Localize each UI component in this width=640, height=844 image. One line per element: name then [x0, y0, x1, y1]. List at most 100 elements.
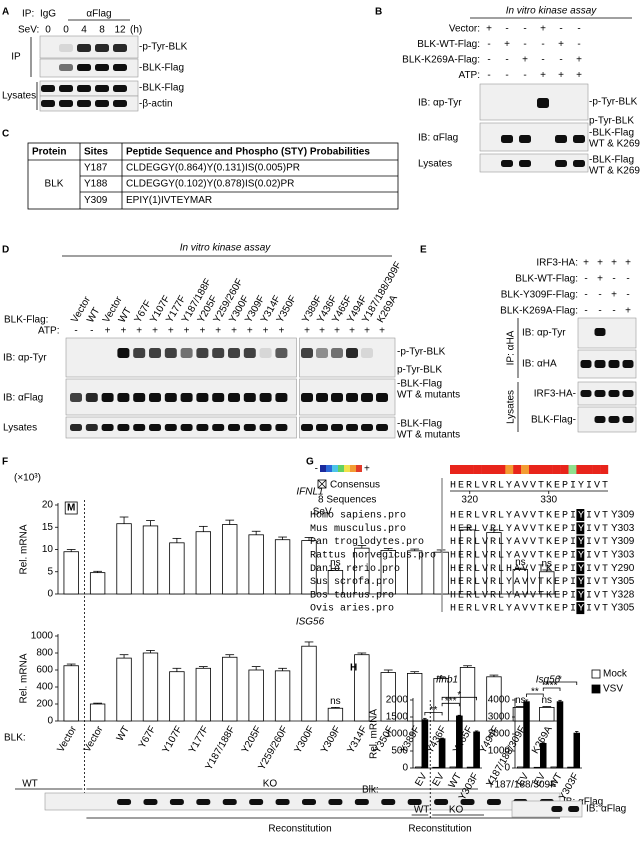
y-tick-label: 0 [402, 763, 408, 774]
x-tick-label: Vector [82, 724, 106, 755]
group-label: Lysates [506, 390, 517, 424]
blot-band [196, 348, 209, 358]
table-cell: Y188 [84, 179, 108, 190]
blot-band [212, 424, 225, 431]
blot-band [149, 348, 161, 358]
group-label: WT [414, 805, 430, 816]
sign: + [583, 258, 589, 269]
blot-band [594, 390, 606, 397]
y-tick-label: 15 [42, 522, 54, 533]
lane-group: αFlag [86, 9, 111, 20]
conservation-cell [489, 465, 498, 474]
sign: - [523, 24, 526, 35]
site-label: Y305 [611, 603, 635, 614]
blot-band [486, 799, 501, 805]
blot-band [133, 424, 146, 431]
y-tick-label: 1000 [488, 746, 511, 757]
blot-band [580, 390, 592, 397]
y-axis-label: Rel. mRNA [369, 709, 380, 759]
blot-band [41, 85, 55, 92]
x-tick-label: Y205F [240, 724, 264, 755]
key-swatch [344, 465, 350, 472]
key-swatch [350, 465, 356, 472]
sign: - [523, 39, 526, 50]
group-label: IP: αHA [506, 330, 517, 365]
sign: + [558, 39, 564, 50]
blot-band [164, 348, 177, 358]
conservation-cell [584, 465, 593, 474]
blot-band [501, 135, 513, 143]
x-tick-label: WT [115, 724, 132, 743]
sign: - [612, 274, 615, 285]
bar [516, 766, 524, 769]
significance-label: ** [531, 687, 539, 698]
y-tick-label: 0 [47, 716, 53, 727]
blot [479, 153, 589, 173]
bar [415, 766, 422, 769]
time-point: 12 [114, 25, 126, 36]
bar [222, 524, 238, 595]
bar [116, 657, 132, 722]
blot-band [59, 85, 73, 92]
sign: + [540, 70, 546, 81]
conservation-cell [560, 465, 569, 474]
sign: + [576, 55, 582, 66]
group-label: Lysates [2, 91, 36, 102]
y-tick-label: 1000 [31, 631, 54, 642]
y-tick-label: 3000 [488, 712, 511, 723]
blot-band [70, 424, 82, 431]
sign: + [597, 274, 603, 285]
blot-band [117, 799, 132, 805]
site-label: Y309 [611, 536, 635, 547]
bar [63, 665, 79, 722]
sign: + [263, 326, 269, 337]
lane-group: IgG [40, 9, 56, 20]
band-label: -BLK-Flag [589, 155, 634, 166]
y-tick-label: 500 [391, 746, 408, 757]
bar [222, 656, 238, 722]
blot-band [133, 348, 146, 358]
blot-band [77, 100, 91, 107]
sequence-highlight: HERLVRLYAVVTKEPIYIVT [450, 577, 608, 588]
blot-band [117, 348, 130, 358]
annotation: ns [515, 557, 526, 568]
blot-band [376, 424, 388, 431]
panel-letter: E [420, 245, 427, 256]
band-label: -BLK-Flag [397, 419, 442, 430]
x-tick-label: EV [431, 771, 447, 788]
group-label: Reconstitution [408, 824, 471, 835]
sign: - [584, 274, 587, 285]
sign: + [334, 326, 340, 337]
y-tick-label: 1000 [386, 729, 409, 740]
sign: - [626, 274, 629, 285]
sign: + [136, 326, 142, 337]
panel-title: In vitro kinase assay [180, 243, 272, 254]
blot-band [180, 424, 193, 431]
sign: - [626, 290, 629, 301]
mock-box [64, 501, 78, 515]
x-tick-label: EV [413, 771, 429, 788]
y-axis-label: Rel. mRNA [19, 653, 30, 703]
bar [466, 766, 474, 769]
conservation-cell [521, 465, 530, 474]
significance-label: * [558, 675, 562, 686]
blot-band [228, 348, 240, 358]
band-label: WT & mutants [397, 390, 460, 401]
site-label: Y303 [611, 523, 635, 534]
conservation-cell [592, 465, 601, 474]
sign: - [612, 306, 615, 317]
bar [567, 766, 574, 769]
sign: - [487, 70, 490, 81]
sign: + [558, 70, 564, 81]
band-label: p-Tyr-BLK [589, 116, 634, 127]
band-label: -BLK-Flag [397, 379, 442, 390]
band-label: -p-Tyr-BLK [139, 42, 188, 53]
conservation-cell [552, 465, 561, 474]
species-name: Ovis aries.pro [310, 603, 394, 615]
blot-band [85, 424, 98, 431]
bar [459, 667, 476, 722]
sign: - [487, 55, 490, 66]
bar [274, 670, 291, 722]
row-label: BLK-WT-Flag: [417, 39, 480, 50]
